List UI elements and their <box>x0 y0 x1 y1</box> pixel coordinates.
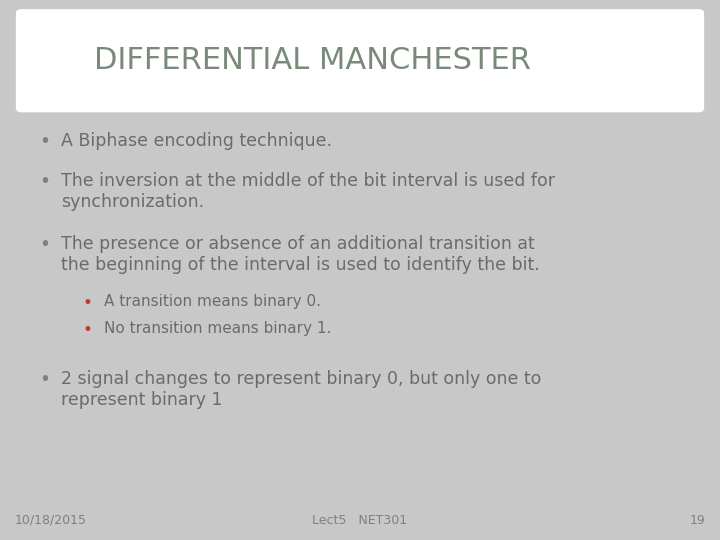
Text: 19: 19 <box>690 514 706 526</box>
Text: •: • <box>83 294 93 312</box>
Text: The presence or absence of an additional transition at
the beginning of the inte: The presence or absence of an additional… <box>61 235 540 274</box>
Text: •: • <box>40 235 50 254</box>
Text: Lect5   NET301: Lect5 NET301 <box>312 514 408 526</box>
Text: •: • <box>40 172 50 191</box>
Text: •: • <box>40 370 50 389</box>
Text: •: • <box>40 132 50 151</box>
Text: A Biphase encoding technique.: A Biphase encoding technique. <box>61 132 332 150</box>
Text: 10/18/2015: 10/18/2015 <box>14 514 86 526</box>
Text: DIFFERENTIAL MANCHESTER: DIFFERENTIAL MANCHESTER <box>94 46 531 75</box>
Text: •: • <box>83 321 93 339</box>
Text: 2 signal changes to represent binary 0, but only one to
represent binary 1: 2 signal changes to represent binary 0, … <box>61 370 541 409</box>
Text: A transition means binary 0.: A transition means binary 0. <box>104 294 321 309</box>
FancyBboxPatch shape <box>16 9 704 112</box>
Text: No transition means binary 1.: No transition means binary 1. <box>104 321 332 336</box>
Text: The inversion at the middle of the bit interval is used for
synchronization.: The inversion at the middle of the bit i… <box>61 172 555 211</box>
